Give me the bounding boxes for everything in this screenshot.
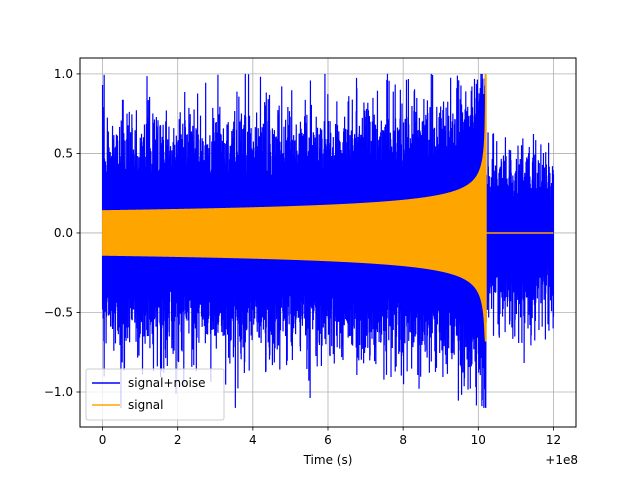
x-tick-label: 12 [546, 433, 561, 447]
plot-series [101, 73, 555, 408]
y-tick-label: −0.5 [44, 305, 73, 319]
legend: signal+noise signal [85, 368, 225, 421]
x-axis-label: Time (s) [303, 453, 353, 467]
y-tick-label: 1.0 [54, 67, 73, 81]
x-tick-label: 10 [471, 433, 486, 447]
ticks: 0 2 4 6 8 10 12 −1.0 −0.5 0.0 0.5 1.0 [44, 67, 561, 447]
y-tick-label: 0.0 [54, 226, 73, 240]
legend-label-signal-noise: signal+noise [128, 376, 205, 390]
x-tick-label: 4 [249, 433, 257, 447]
x-tick-label: 6 [324, 433, 332, 447]
legend-box [85, 368, 225, 421]
y-tick-label: 0.5 [54, 146, 73, 160]
x-tick-label: 8 [399, 433, 407, 447]
x-tick-label: 0 [99, 433, 107, 447]
x-tick-label: 2 [174, 433, 182, 447]
x-offset-label: +1e8 [545, 453, 578, 467]
legend-label-signal: signal [128, 398, 164, 412]
y-tick-label: −1.0 [44, 385, 73, 399]
